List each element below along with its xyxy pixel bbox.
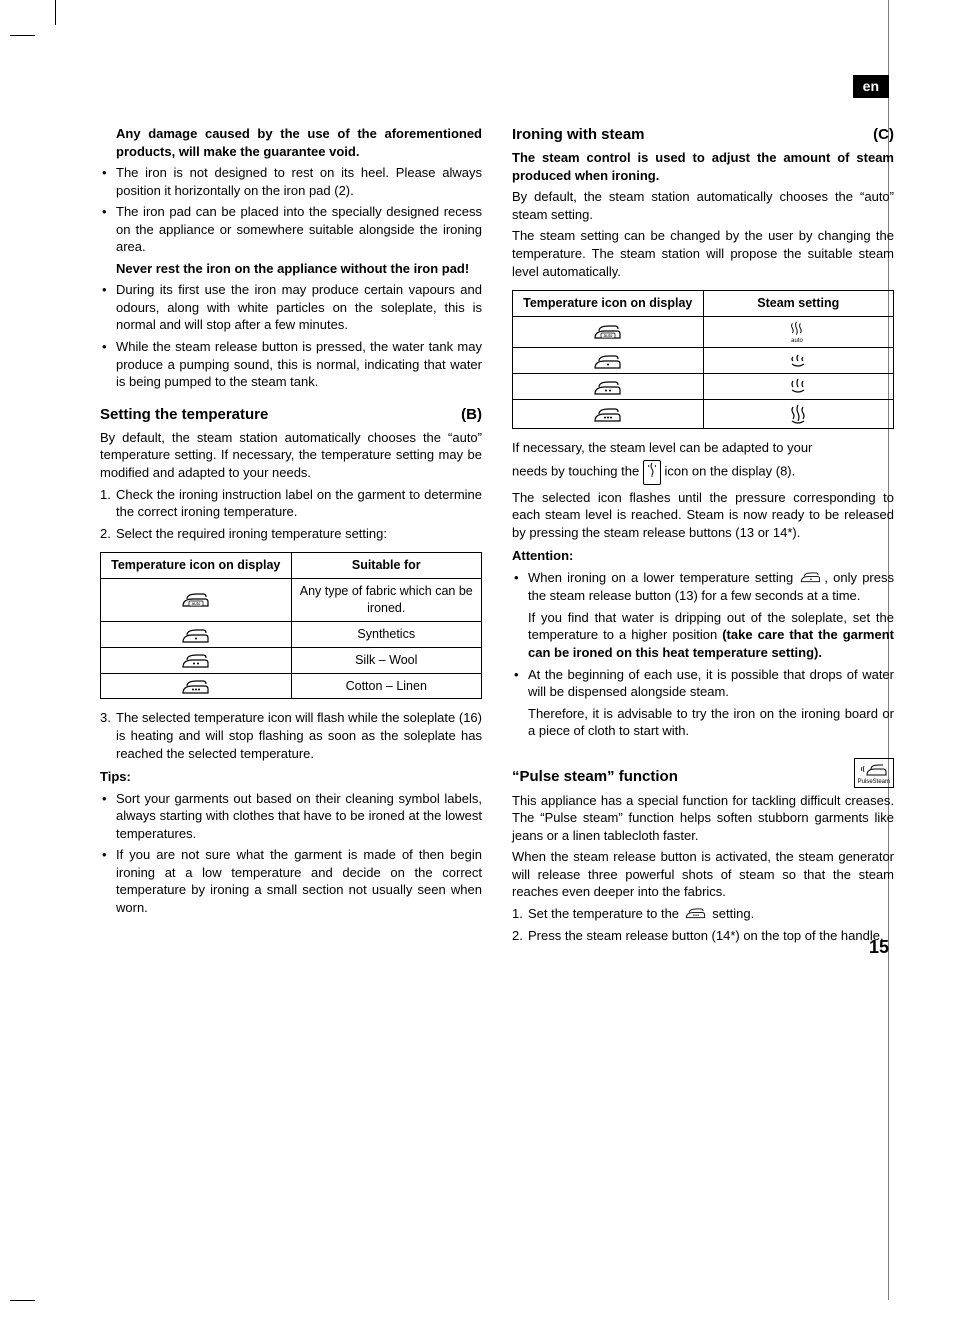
pulse-p1: This appliance has a special function fo… (512, 792, 894, 845)
iron-dot2-icon (513, 373, 704, 399)
table-row: Cotton – Linen (101, 673, 482, 699)
iron-dot3-icon (101, 673, 292, 699)
attention-item: When ironing on a lower temperature sett… (512, 569, 894, 662)
iron-dot3-inline-icon (683, 906, 709, 924)
temperature-table: Temperature icon on display Suitable for… (100, 552, 482, 699)
table-header: Steam setting (703, 291, 894, 317)
svg-text:auto: auto (191, 601, 200, 606)
tips-label: Tips: (100, 768, 482, 786)
adapt-p2: needs by touching the icon on the displa… (512, 460, 894, 485)
steam-touch-icon (643, 460, 661, 485)
step-item: The selected temperature icon will flash… (100, 709, 482, 762)
table-row (513, 373, 894, 399)
iron-dot1-icon (513, 347, 704, 373)
svg-text:auto: auto (791, 338, 803, 343)
steam-med-icon (703, 373, 894, 399)
svg-text:auto: auto (603, 333, 612, 338)
flash-p: The selected icon flashes until the pres… (512, 489, 894, 542)
attention-label: Attention: (512, 547, 894, 565)
table-header: Suitable for (291, 553, 482, 579)
setting-temp-steps: Check the ironing instruction label on t… (100, 486, 482, 543)
ironing-steam-heading: Ironing with steam (C) (512, 125, 894, 145)
pulse-step: Set the temperature to the setting. (512, 905, 894, 923)
pulse-steam-icon: PulseSteam (854, 758, 894, 788)
bullet-item: The iron pad can be placed into the spec… (100, 203, 482, 277)
attention-list: When ironing on a lower temperature sett… (512, 569, 894, 740)
table-row (513, 399, 894, 428)
language-tag: en (853, 75, 889, 98)
table-row: auto Any type of fabric which can be iro… (101, 579, 482, 622)
tip-item: Sort your garments out based on their cl… (100, 790, 482, 843)
iron-auto-icon: auto (101, 579, 292, 622)
table-cell: Cotton – Linen (291, 673, 482, 699)
setting-temp-step3: The selected temperature icon will flash… (100, 709, 482, 762)
steam-p1: By default, the steam station automatica… (512, 188, 894, 223)
iron-dot1-inline-icon (798, 570, 824, 588)
steam-table: Temperature icon on display Steam settin… (512, 290, 894, 429)
table-row: Synthetics (101, 621, 482, 647)
table-cell: Silk – Wool (291, 647, 482, 673)
table-cell: Any type of fabric which can be ironed. (291, 579, 482, 622)
steam-auto-icon: auto (703, 316, 894, 347)
left-column: Any damage caused by the use of the afor… (100, 125, 482, 949)
tips-list: Sort your garments out based on their cl… (100, 790, 482, 917)
steam-low-icon (703, 347, 894, 373)
adapt-p1: If necessary, the steam level can be ada… (512, 439, 894, 457)
intro-bullets-1: The iron is not designed to rest on its … (100, 164, 482, 391)
table-row: Silk – Wool (101, 647, 482, 673)
bullet-item: The iron is not designed to rest on its … (100, 164, 482, 199)
table-header: Temperature icon on display (101, 553, 292, 579)
setting-temp-intro: By default, the steam station automatica… (100, 429, 482, 482)
steam-p2: The steam setting can be changed by the … (512, 227, 894, 280)
never-rest-warning: Never rest the iron on the appliance wit… (116, 260, 482, 278)
attention-sub1: If you find that water is dripping out o… (528, 609, 894, 662)
table-row: auto auto (513, 316, 894, 347)
right-column: Ironing with steam (C) The steam control… (512, 125, 894, 949)
pulse-p2: When the steam release button is activat… (512, 848, 894, 901)
warranty-note: Any damage caused by the use of the afor… (100, 125, 482, 160)
attention-item: At the beginning of each use, it is poss… (512, 666, 894, 740)
table-cell: Synthetics (291, 621, 482, 647)
iron-dot3-icon (513, 399, 704, 428)
attention-sub2: Therefore, it is advisable to try the ir… (528, 705, 894, 740)
step-item: Select the required ironing temperature … (100, 525, 482, 543)
table-row (513, 347, 894, 373)
tip-item: If you are not sure what the garment is … (100, 846, 482, 916)
iron-dot2-icon (101, 647, 292, 673)
table-header: Temperature icon on display (513, 291, 704, 317)
bullet-item: During its first use the iron may produc… (100, 281, 482, 334)
iron-auto-icon: auto (513, 316, 704, 347)
steam-high-icon (703, 399, 894, 428)
page-number: 15 (869, 935, 889, 959)
pulse-steps: Set the temperature to the setting. Pres… (512, 905, 894, 945)
step-item: Check the ironing instruction label on t… (100, 486, 482, 521)
steam-control-intro: The steam control is used to adjust the … (512, 149, 894, 184)
bullet-item: While the steam release button is presse… (100, 338, 482, 391)
setting-temperature-heading: Setting the temperature (B) (100, 405, 482, 425)
pulse-steam-heading: “Pulse steam” function PulseSteam (512, 758, 894, 788)
iron-dot1-icon (101, 621, 292, 647)
pulse-step: Press the steam release button (14*) on … (512, 927, 894, 945)
